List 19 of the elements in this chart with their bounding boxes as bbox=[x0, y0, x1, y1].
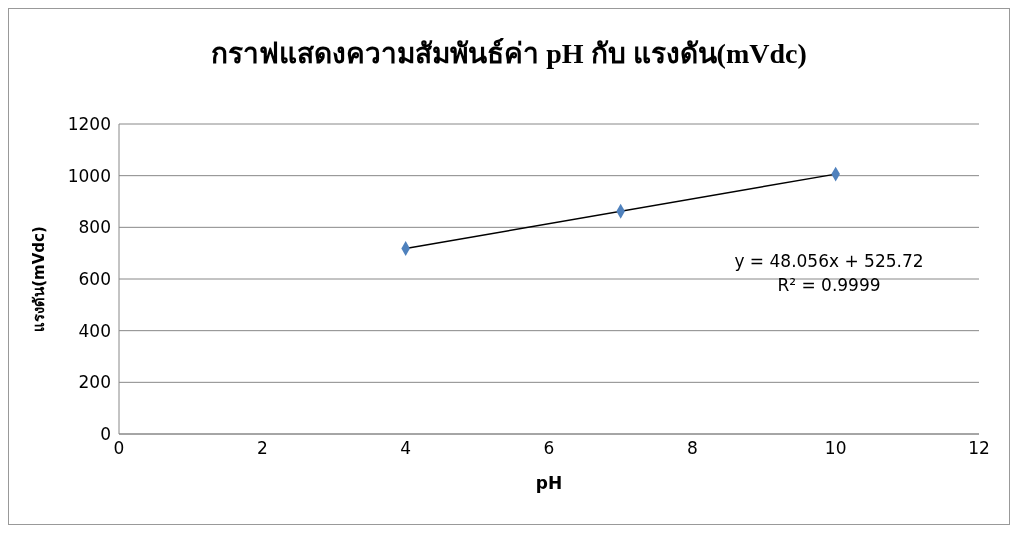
annotation: R² = 0.9999 bbox=[776, 274, 882, 297]
x-axis-title: pH bbox=[535, 473, 563, 493]
x-tick-label: 4 bbox=[400, 438, 412, 459]
x-tick-label: 10 bbox=[824, 438, 847, 459]
x-tick-label: 0 bbox=[113, 438, 125, 459]
chart-title: กราฟแสดงความสัมพันธ์ค่า pH กับ แรงดัน(mVdc) bbox=[210, 37, 808, 71]
y-axis-title: แรงดัน(mVdc) bbox=[30, 226, 49, 332]
y-tick-label: 600 bbox=[78, 269, 111, 290]
x-tick-label: 8 bbox=[686, 438, 698, 459]
x-tick-label: 6 bbox=[543, 438, 555, 459]
y-tick-label: 200 bbox=[78, 372, 111, 393]
y-tick-label: 400 bbox=[78, 320, 111, 341]
y-tick-label: 1000 bbox=[67, 165, 111, 186]
y-tick-label: 1200 bbox=[67, 114, 111, 135]
y-tick-label: 800 bbox=[78, 217, 111, 238]
annotation: y = 48.056x + 525.72 bbox=[733, 250, 925, 273]
x-tick-label: 12 bbox=[968, 438, 990, 459]
x-tick-label: 2 bbox=[256, 438, 268, 459]
y-tick-label: 0 bbox=[100, 424, 111, 445]
